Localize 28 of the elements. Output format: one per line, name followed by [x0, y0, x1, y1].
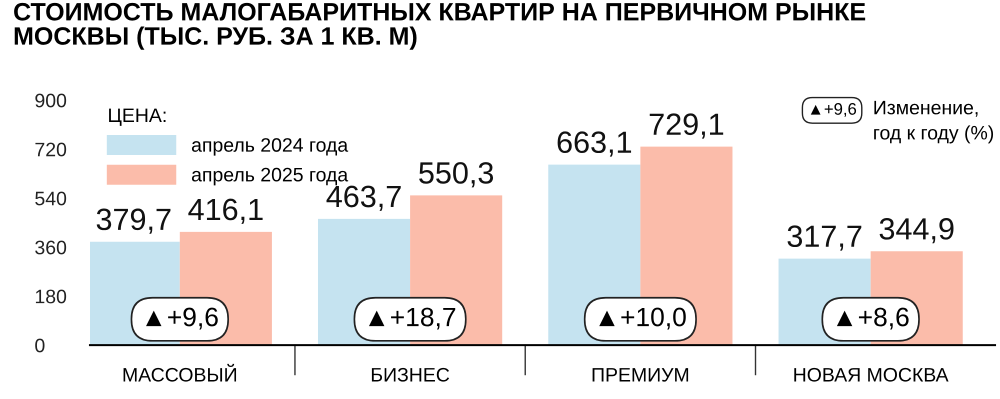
y-tick-label: 720 — [35, 142, 66, 156]
text: 416,1 — [188, 198, 263, 224]
y-tick-label: 900 — [35, 94, 66, 108]
x-tick-label: НОВАЯ МОСКВА — [794, 368, 949, 382]
legend-label: апрель 2025 года — [192, 168, 348, 186]
legend-title: ЦЕНА: — [109, 108, 166, 126]
x-tick-label: МАССОВЫЙ — [124, 364, 236, 382]
annotation: ▲+9,6 — [146, 308, 218, 330]
y-tick-label: 180 — [36, 290, 66, 304]
x-tick-label: БИЗНЕС — [372, 368, 450, 382]
text: 463,7 — [326, 186, 401, 211]
annotation: ▲+8,6 — [836, 308, 909, 330]
annotation: ▲+10,0 — [599, 308, 686, 330]
text: 317,7 — [788, 225, 862, 251]
text: 379,7 — [96, 208, 170, 234]
chart-title: СТОИМОСТЬ МАЛОГАБАРИТНЫХ КВАРТИР НА ПЕРВИЧНОМ РЫНКЕ МОСКВЫ (ТЫС. РУБ. ЗА 1 КВ. М) — [14, 2, 866, 50]
text: 550,3 — [419, 162, 494, 188]
text: 344,9 — [880, 218, 954, 244]
text: 663,1 — [558, 131, 632, 157]
x-tick-label: ПРЕМИУМ — [592, 368, 688, 382]
annotation: Изменение, год к году (%) — [874, 100, 994, 144]
y-tick-label: 0 — [35, 338, 44, 352]
annotation: ▲+9,6 — [810, 103, 856, 117]
legend-label: апрель 2024 года — [192, 138, 348, 156]
annotation: ▲+18,7 — [368, 308, 456, 330]
y-tick-label: 540 — [35, 192, 66, 206]
text: 729,1 — [650, 113, 724, 139]
y-tick-label: 360 — [35, 240, 66, 254]
